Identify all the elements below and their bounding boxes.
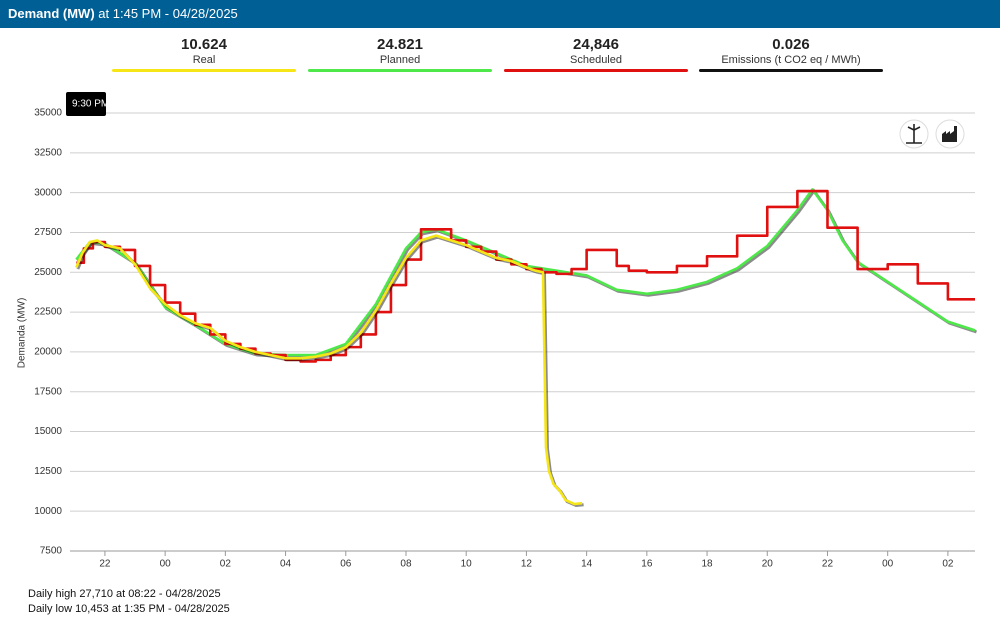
factory-icon[interactable] (935, 119, 965, 149)
header-subtitle: at 1:45 PM - 04/28/2025 (98, 6, 238, 21)
x-tick-label: 06 (340, 559, 352, 570)
x-tick-label: 04 (280, 559, 292, 570)
summary-item: 0.026 Emissions (t CO2 eq / MWh) (699, 36, 883, 72)
x-tick-label: 16 (641, 559, 653, 570)
x-tick-label: 18 (701, 559, 713, 570)
summary-item: 24,846 Scheduled (504, 36, 688, 72)
tooltip-box (66, 92, 106, 116)
summary-label: Real (192, 54, 216, 66)
icon-glyph (942, 126, 957, 142)
daily-high: Daily high 27,710 at 08:22 - 04/28/2025 (28, 588, 221, 600)
x-tick-label: 02 (942, 559, 954, 570)
y-tick-label: 30000 (34, 187, 62, 198)
y-tick-label: 32500 (34, 147, 62, 158)
x-tick-label: 08 (400, 559, 412, 570)
x-tick-label: 12 (521, 559, 533, 570)
series-line (76, 189, 975, 363)
grid: 7500 10000 12500 15000 17500 20000 22500 25000 2… (34, 108, 975, 570)
x-tick-label: 02 (220, 559, 232, 570)
x-tick-label: 22 (99, 559, 111, 570)
summary-underline (699, 69, 883, 72)
summary-underline (308, 69, 492, 72)
summary-underline (112, 69, 296, 72)
summary-value: 10.624 (181, 36, 227, 53)
x-tick-label: 00 (882, 559, 894, 570)
y-tick-label: 12500 (34, 466, 62, 477)
summary-value: 24.821 (377, 36, 423, 53)
y-tick-label: 15000 (34, 426, 62, 437)
y-tick-label: 17500 (34, 386, 62, 397)
daily-low: Daily low 10,453 at 1:35 PM - 04/28/2025 (28, 603, 230, 615)
y-tick-label: 20000 (34, 347, 62, 358)
icon-glyph (906, 124, 922, 144)
tooltip-text: 9:30 PM (72, 99, 109, 110)
y-tick-label: 7500 (40, 546, 63, 557)
summary-item: 10.624 Real (112, 36, 296, 72)
summary-underline (504, 69, 688, 72)
y-tick-label: 10000 (34, 506, 62, 517)
y-tick-label: 27500 (34, 227, 62, 238)
summary-label: Scheduled (570, 54, 622, 66)
y-tick-label: 22500 (34, 307, 62, 318)
header: Demand (MW) at 1:45 PM - 04/28/2025 (0, 0, 1000, 28)
x-tick-label: 14 (581, 559, 593, 570)
summary-value: 24,846 (573, 36, 619, 53)
summary-label: Emissions (t CO2 eq / MWh) (721, 54, 861, 66)
y-tick-label: 25000 (34, 267, 62, 278)
x-tick-label: 20 (762, 559, 774, 570)
x-tick-label: 22 (822, 559, 834, 570)
wind-icon[interactable] (899, 119, 929, 149)
summary-label: Planned (379, 54, 421, 66)
series-line (75, 234, 583, 506)
header-title: Demand (MW) (8, 6, 95, 21)
line-shadow (76, 235, 584, 508)
y-tick-label: 35000 (34, 108, 62, 119)
x-tick-label: 00 (160, 559, 172, 570)
lines (75, 188, 977, 508)
summary-value: 0.026 (772, 36, 810, 53)
summary-item: 24.821 Planned (308, 36, 492, 72)
y-axis-label: Demanda (MW) (17, 298, 28, 369)
x-tick-label: 10 (461, 559, 473, 570)
